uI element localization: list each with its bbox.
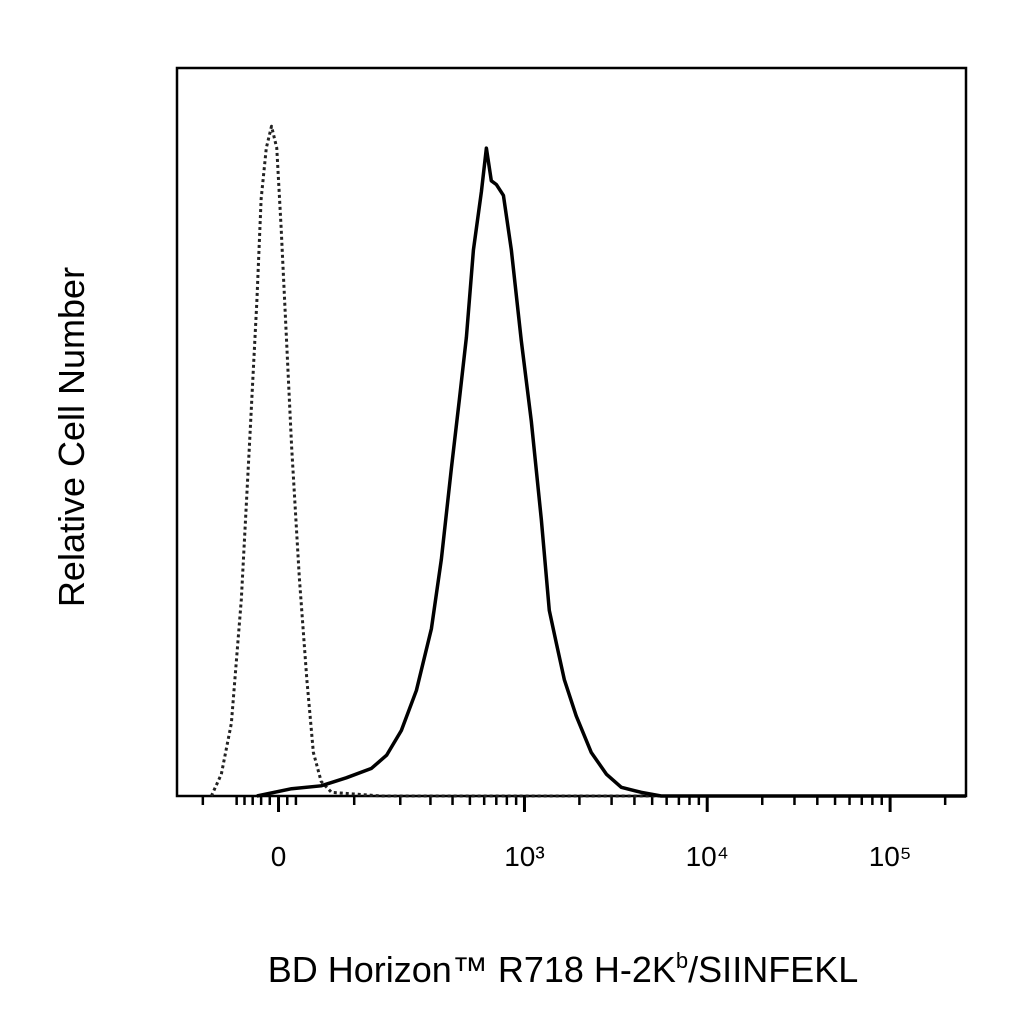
x-axis-label: BD Horizon™ R718 H-2Kb/SIINFEKL [268, 948, 858, 990]
x-axis-label-part: BD Horizon™ R718 H-2K [268, 949, 676, 990]
x-tick-label: 10⁵ [869, 841, 912, 872]
x-tick-label: 0 [271, 841, 287, 872]
histogram-line [256, 146, 966, 798]
histogram-line [210, 124, 966, 798]
x-tick-label: 10³ [504, 841, 544, 872]
x-axis-label-part: /SIINFEKL [688, 949, 858, 990]
y-axis-label: Relative Cell Number [51, 267, 92, 607]
x-tick-label: 10⁴ [686, 841, 729, 872]
x-axis-label-sup: b [676, 948, 688, 973]
plot-frame [175, 66, 968, 798]
